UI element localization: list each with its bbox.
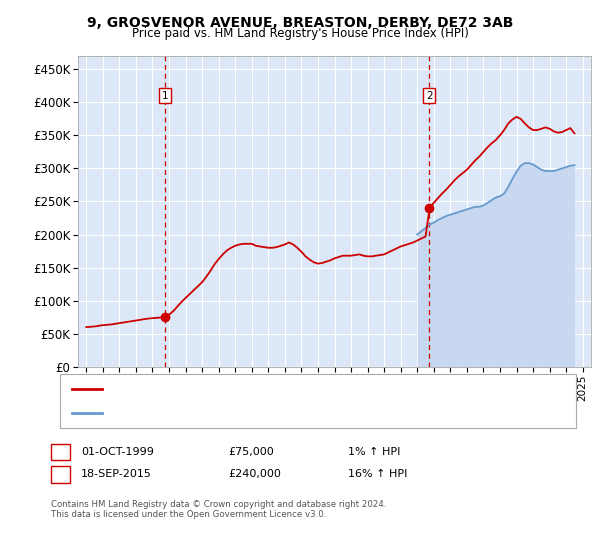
Text: 01-OCT-1999: 01-OCT-1999 <box>81 447 154 457</box>
Text: 9, GROSVENOR AVENUE, BREASTON, DERBY, DE72 3AB: 9, GROSVENOR AVENUE, BREASTON, DERBY, DE… <box>87 16 513 30</box>
Text: HPI: Average price, detached house, Erewash: HPI: Average price, detached house, Erew… <box>108 408 335 418</box>
Text: 18-SEP-2015: 18-SEP-2015 <box>81 469 152 479</box>
Text: £75,000: £75,000 <box>228 447 274 457</box>
Text: Contains HM Land Registry data © Crown copyright and database right 2024.
This d: Contains HM Land Registry data © Crown c… <box>51 500 386 519</box>
Text: 2: 2 <box>57 469 64 479</box>
Text: £240,000: £240,000 <box>228 469 281 479</box>
Text: 2: 2 <box>426 91 433 101</box>
Text: 1: 1 <box>57 447 64 457</box>
Text: 1% ↑ HPI: 1% ↑ HPI <box>348 447 400 457</box>
Text: 16% ↑ HPI: 16% ↑ HPI <box>348 469 407 479</box>
Text: 1: 1 <box>161 91 168 101</box>
Text: 9, GROSVENOR AVENUE, BREASTON, DERBY, DE72 3AB (detached house): 9, GROSVENOR AVENUE, BREASTON, DERBY, DE… <box>108 384 475 394</box>
Text: Price paid vs. HM Land Registry's House Price Index (HPI): Price paid vs. HM Land Registry's House … <box>131 27 469 40</box>
